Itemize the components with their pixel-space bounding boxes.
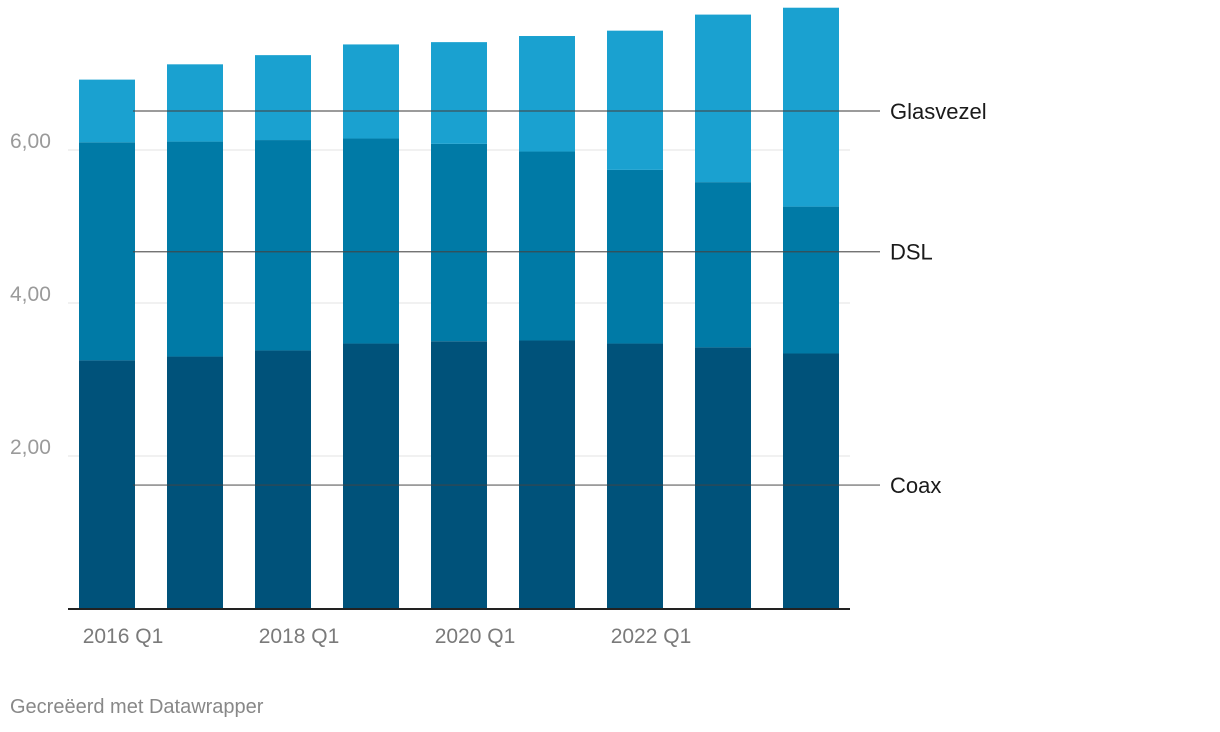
bar-glasvezel-2023-q1 (695, 14, 751, 183)
bar-glasvezel-2022-q1 (607, 30, 663, 170)
axis: 2,00 4,00 6,00 2016 Q1 2018 Q1 2020 Q1 2022 Q1 (10, 130, 850, 648)
bar-dsl-2019-q1 (343, 138, 399, 344)
bar-dsl-2018-q1 (255, 140, 311, 351)
bar-coax-2017-q1 (167, 356, 223, 609)
bar-dsl-2024-q1 (783, 206, 839, 354)
bar-coax-2023-q1 (695, 347, 751, 609)
bar-coax-2018-q1 (255, 350, 311, 609)
stacked-bar-chart: 2,00 4,00 6,00 2016 Q1 2018 Q1 2020 Q1 2022 Q1… (10, 7, 987, 648)
y-tick-label: 2,00 (10, 436, 51, 459)
bar-coax-2019-q1 (343, 343, 399, 609)
y-tick-label: 6,00 (10, 130, 51, 153)
series-label-dsl: DSL (890, 240, 933, 265)
bar-dsl-2016-q1 (79, 142, 135, 361)
series-label-coax: Coax (890, 473, 941, 498)
bar-glasvezel-2021-q1 (519, 36, 575, 152)
bar-glasvezel-2016-q1 (79, 79, 135, 143)
bar-dsl-2021-q1 (519, 151, 575, 341)
bars (79, 7, 839, 609)
bar-dsl-2020-q1 (431, 143, 487, 342)
bar-coax-2021-q1 (519, 340, 575, 609)
series-labels: Coax DSL Glasvezel (133, 99, 987, 498)
bar-glasvezel-2018-q1 (255, 55, 311, 141)
bar-dsl-2017-q1 (167, 141, 223, 357)
y-tick-label: 4,00 (10, 283, 51, 306)
bar-glasvezel-2017-q1 (167, 64, 223, 142)
bar-coax-2020-q1 (431, 341, 487, 609)
bar-glasvezel-2020-q1 (431, 42, 487, 144)
bar-glasvezel-2019-q1 (343, 44, 399, 139)
x-tick-label: 2022 Q1 (611, 625, 692, 648)
footer-credit[interactable]: Gecreëerd met Datawrapper (10, 696, 264, 718)
series-label-glasvezel: Glasvezel (890, 99, 987, 124)
x-tick-label: 2020 Q1 (435, 625, 516, 648)
bar-coax-2022-q1 (607, 343, 663, 609)
x-tick-label: 2018 Q1 (259, 625, 340, 648)
bar-dsl-2023-q1 (695, 182, 751, 348)
x-tick-label: 2016 Q1 (83, 625, 164, 648)
bar-glasvezel-2024-q1 (783, 7, 839, 207)
bar-dsl-2022-q1 (607, 169, 663, 344)
bar-coax-2024-q1 (783, 353, 839, 609)
bar-coax-2016-q1 (79, 360, 135, 609)
